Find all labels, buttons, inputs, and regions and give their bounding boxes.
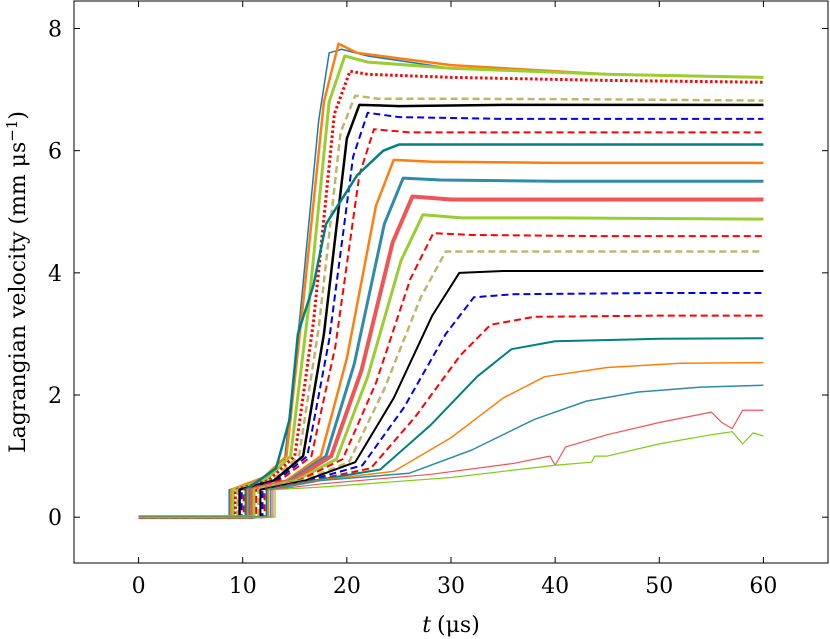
series-line-1: [138, 48, 764, 518]
series-line-12: [138, 194, 764, 520]
series-line-4: [138, 69, 764, 519]
series-line-23: [138, 431, 764, 518]
series-line-17: [138, 292, 764, 519]
y-axis-label: Lagrangian velocity (mm μs−1): [3, 111, 31, 453]
series-line-14: [138, 232, 764, 519]
series-line-10: [138, 158, 764, 519]
y-tick-label: 0: [48, 506, 62, 531]
series-line-7: [138, 111, 764, 519]
x-tick-label: 0: [132, 574, 146, 599]
x-tick-label: 40: [541, 574, 569, 599]
y-axis-label-close: ): [6, 111, 31, 120]
series-line-6: [138, 103, 764, 519]
x-tick-label: 30: [437, 574, 465, 599]
series-layer: [138, 42, 764, 520]
series-line-18: [138, 314, 764, 519]
series-line-13: [138, 213, 764, 519]
x-axis-var: t: [422, 613, 431, 638]
x-tick-label: 20: [333, 574, 361, 599]
series-line-11: [138, 176, 764, 519]
series-line-21: [138, 384, 764, 518]
series-line-5: [138, 94, 764, 519]
series-line-3: [138, 54, 764, 519]
y-tick-label: 2: [48, 384, 62, 409]
series-line-20: [138, 361, 764, 518]
x-tick-label: 10: [229, 574, 257, 599]
series-line-2: [138, 42, 764, 519]
series-line-8: [138, 128, 764, 519]
y-tick-label: 4: [48, 262, 62, 287]
y-tick-label: 8: [48, 17, 62, 42]
series-line-19: [138, 337, 764, 519]
y-axis-label-sup: −1: [3, 120, 21, 142]
tick-layer: 0 10 20 30 40 50 60 0 2 4 6 8: [48, 1, 828, 599]
x-tick-label: 50: [645, 574, 673, 599]
y-tick-label: 6: [48, 140, 62, 165]
y-axis-label-main: Lagrangian velocity (mm μs: [6, 142, 31, 453]
series-line-15: [138, 250, 764, 519]
series-line-16: [138, 270, 764, 519]
x-axis-unit: (μs): [437, 613, 480, 638]
plot-frame: [73, 0, 829, 564]
x-axis-label: t (μs): [422, 613, 480, 638]
x-tick-label: 60: [749, 574, 777, 599]
series-line-22: [138, 409, 764, 518]
series-line-9: [138, 143, 764, 519]
